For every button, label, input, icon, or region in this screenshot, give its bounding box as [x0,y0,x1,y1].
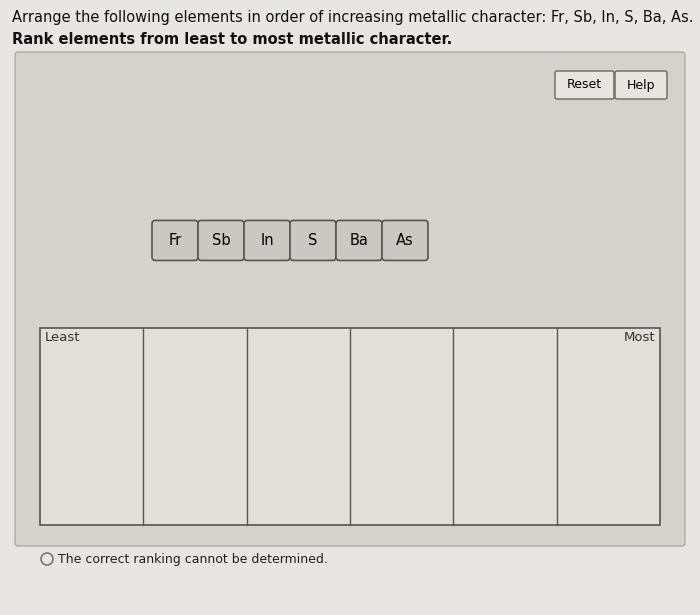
Text: Fr: Fr [169,233,181,248]
FancyBboxPatch shape [336,220,382,260]
FancyBboxPatch shape [615,71,667,99]
Text: Sb: Sb [211,233,230,248]
Text: As: As [396,233,414,248]
Text: Rank elements from least to most metallic character.: Rank elements from least to most metalli… [12,32,452,47]
FancyBboxPatch shape [198,220,244,260]
FancyBboxPatch shape [15,52,685,546]
Text: In: In [260,233,274,248]
FancyBboxPatch shape [290,220,336,260]
Text: Arrange the following elements in order of increasing metallic character: Fr, Sb: Arrange the following elements in order … [12,10,694,25]
FancyBboxPatch shape [555,71,614,99]
FancyBboxPatch shape [152,220,198,260]
Text: Most: Most [624,331,655,344]
Text: Ba: Ba [349,233,368,248]
FancyBboxPatch shape [244,220,290,260]
Text: Reset: Reset [567,79,602,92]
Text: Least: Least [45,331,80,344]
Text: S: S [308,233,318,248]
Text: The correct ranking cannot be determined.: The correct ranking cannot be determined… [58,552,328,566]
Bar [40,328,660,525]
FancyBboxPatch shape [382,220,428,260]
Text: Help: Help [626,79,655,92]
